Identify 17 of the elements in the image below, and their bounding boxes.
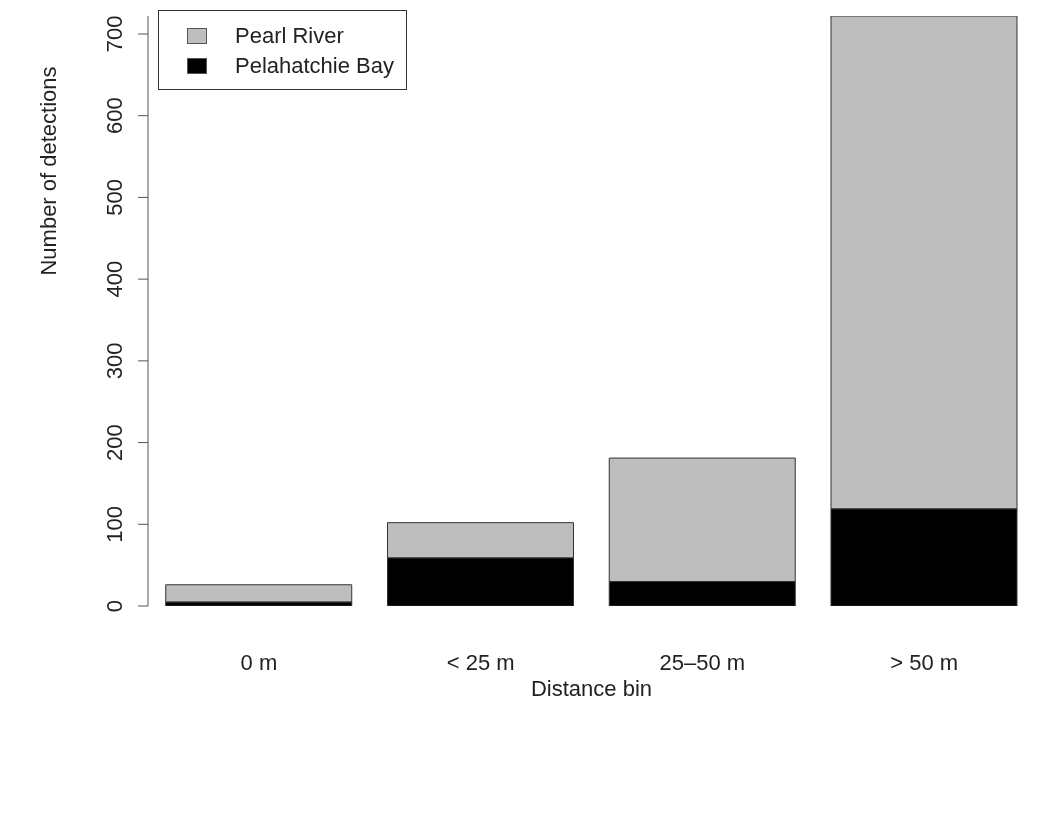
legend-label: Pelahatchie Bay [235,52,394,80]
x-axis-title: Distance bin [530,676,653,701]
x-tick-label: 0 m [240,649,278,675]
y-tick-label: 700 [102,15,127,53]
y-tick-label: 200 [102,424,127,461]
bar [165,584,353,603]
y-tick-label: 100 [102,505,127,543]
x-tick-label: 25–50 m [659,649,746,675]
y-tick-label: 0 [102,599,127,613]
y-tick-label: 500 [102,179,127,216]
x-tick-label: < 25 m [446,649,515,675]
y-tick-label: 600 [102,97,127,135]
y-tick-label: 400 [102,260,127,298]
y-tick-label: 300 [102,342,127,380]
legend-label: Pearl River [235,22,344,50]
y-axis-title: Number of detections [35,66,61,276]
x-tick-label: > 50 m [890,649,959,675]
